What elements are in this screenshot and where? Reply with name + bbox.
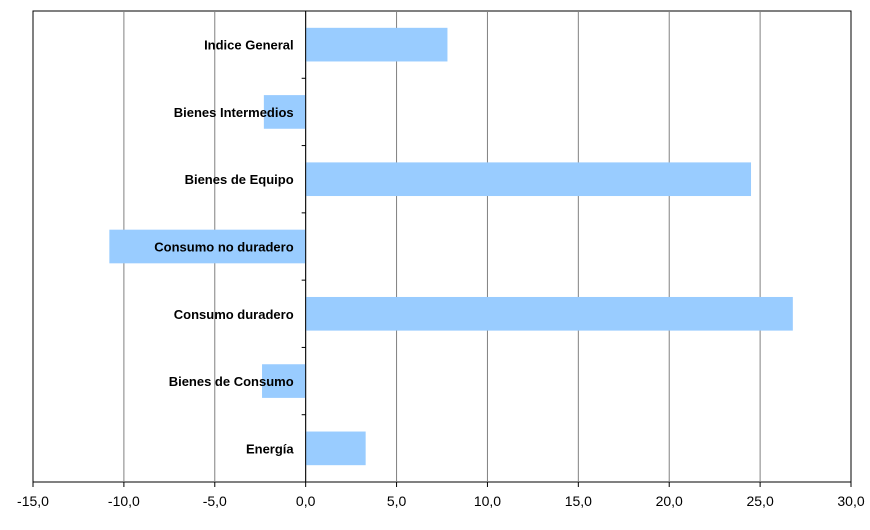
value-tick-label: -15,0: [17, 493, 49, 509]
value-tick-label: 25,0: [746, 493, 773, 509]
value-tick-label: 5,0: [387, 493, 407, 509]
bar: [305, 296, 793, 331]
value-tick-label: -10,0: [108, 493, 140, 509]
value-tick-label: 15,0: [565, 493, 592, 509]
value-tick-label: 30,0: [837, 493, 864, 509]
category-label: Energía: [246, 441, 294, 456]
bar: [263, 95, 306, 129]
category-labels: Indice General Bienes Intermedios Bienes d…: [154, 38, 294, 457]
value-tick-label: 0,0: [296, 493, 316, 509]
grid-lines: [123, 11, 761, 482]
value-tick-label: 20,0: [656, 493, 683, 509]
bar: [305, 431, 366, 466]
category-label: Bienes Intermedios: [174, 105, 294, 120]
bars: [109, 27, 793, 466]
category-label: Indice General: [204, 38, 294, 53]
category-label: Bienes de Equipo: [185, 172, 294, 187]
bar: [305, 27, 448, 62]
category-label: Bienes de Consumo: [169, 374, 294, 389]
value-tick-label: 10,0: [474, 493, 501, 509]
bar: [262, 364, 306, 398]
category-label: Consumo duradero: [174, 307, 294, 322]
value-tick-label: -5,0: [203, 493, 227, 509]
value-axis-ticks: -15,0 -10,0 -5,0 0,0 5,0 10,0 15,0 20,0 25,0 30,0: [17, 482, 865, 509]
category-label: Consumo no duradero: [154, 240, 293, 255]
category-axis: [301, 10, 307, 483]
bar: [305, 162, 752, 197]
bar: [109, 229, 306, 264]
